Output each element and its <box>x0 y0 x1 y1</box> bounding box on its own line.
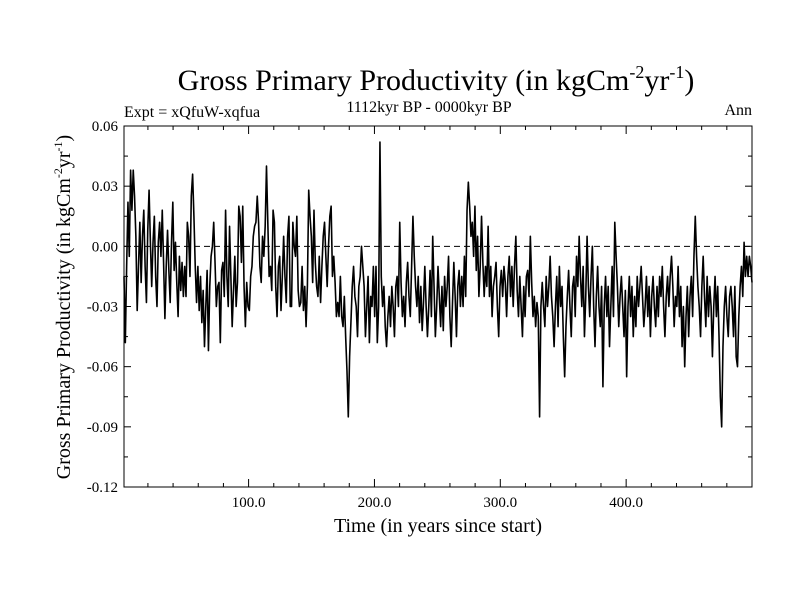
ticks-layer: 0.06 0.03 0.00 -0.03 -0.06 -0.09 -0.12 100.0 200… <box>87 119 752 511</box>
chart-title: Gross Primary Productivity (in kgCm-2yr-… <box>178 62 695 97</box>
series-layer <box>123 141 753 428</box>
subtitle-right: Ann <box>724 102 752 119</box>
x-axis-label: Time (in years since start) <box>334 515 542 537</box>
subtitle-center: 1112kyr BP - 0000kyr BP <box>346 99 511 116</box>
ylabel-sup1: -2 <box>51 168 65 178</box>
ylabel-end: ) <box>53 135 75 142</box>
y-tick-label: 0.06 <box>92 119 119 135</box>
series-line-gpp <box>123 141 753 428</box>
y-axis-label: Gross Primary Productivity (in kgCm-2yr-… <box>51 135 75 479</box>
y-tick-label: -0.12 <box>87 480 118 496</box>
y-tick-label: -0.09 <box>87 420 118 436</box>
y-tick-label: -0.03 <box>87 300 118 316</box>
x-tick-label: 400.0 <box>609 495 643 511</box>
y-tick-label: 0.00 <box>92 239 118 255</box>
x-tick-label: 100.0 <box>232 495 266 511</box>
ylabel-main: Gross Primary Productivity (in kgCm <box>53 178 75 480</box>
y-tick-label: -0.06 <box>87 360 119 376</box>
title-mid: yr <box>644 64 669 97</box>
ylabel-mid: yr <box>53 151 75 168</box>
ylabel-sup2: -1 <box>51 141 65 151</box>
title-sup1: -2 <box>629 62 644 82</box>
title-end: ) <box>684 64 694 97</box>
x-tick-label: 200.0 <box>358 495 392 511</box>
x-tick-label: 300.0 <box>483 495 517 511</box>
title-main: Gross Primary Productivity (in kgCm <box>178 64 630 97</box>
subtitle-left: Expt = xQfuW-xqfua <box>124 104 260 121</box>
title-sup2: -1 <box>669 62 684 82</box>
y-tick-label: 0.03 <box>92 179 118 195</box>
